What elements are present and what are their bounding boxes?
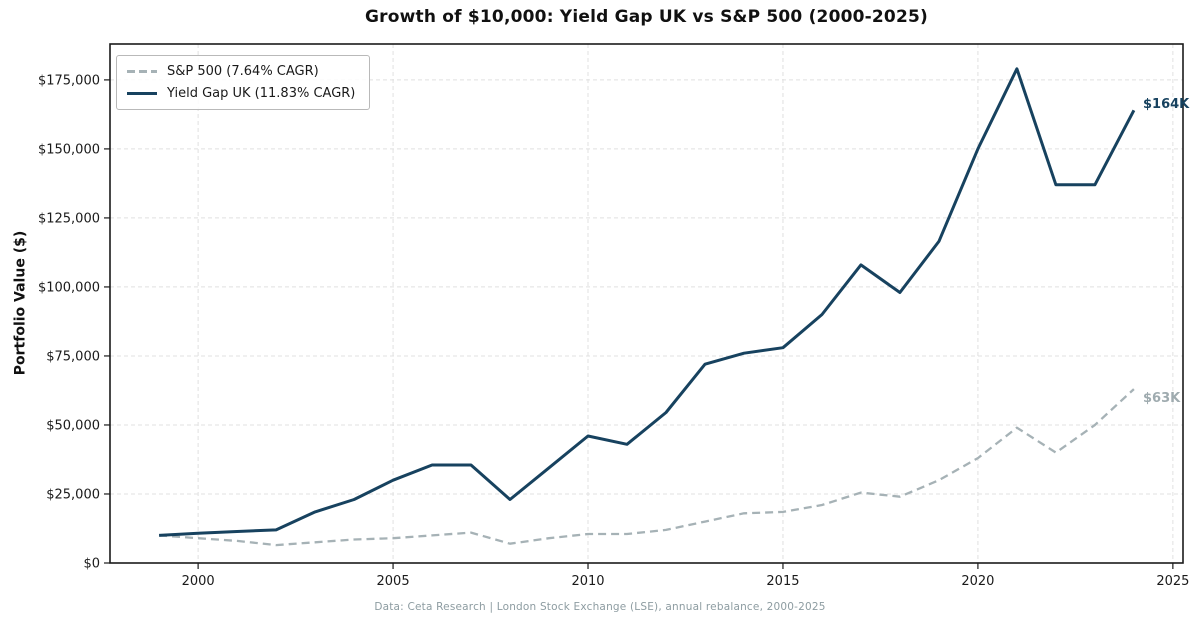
yieldgap-end-value-label: $164K [1143,97,1190,112]
sp500-dashed-line-icon [127,70,157,73]
y-tick-label: $175,000 [38,73,100,88]
yield_gap_uk-line [159,67,1136,537]
y-tick-label: $125,000 [38,211,100,226]
x-tick-label: 2015 [766,574,799,589]
y-tick-label: $75,000 [46,349,100,364]
yieldgap-solid-line-icon [127,92,157,95]
chart-title: Growth of $10,000: Yield Gap UK vs S&P 5… [365,7,928,27]
x-tick-label: 2025 [1156,574,1189,589]
legend-label-yieldgap: Yield Gap UK (11.83% CAGR) [167,86,356,101]
legend-item-yieldgap: Yield Gap UK (11.83% CAGR) [127,86,355,101]
legend-label-sp500: S&P 500 (7.64% CAGR) [167,64,319,79]
x-tick-label: 2005 [377,574,410,589]
footer-note: Data: Ceta Research | London Stock Excha… [374,601,826,613]
legend: S&P 500 (7.64% CAGR) Yield Gap UK (11.83… [116,55,371,110]
legend-item-sp500: S&P 500 (7.64% CAGR) [127,64,355,79]
y-tick-label: $25,000 [46,487,100,502]
y-tick-label: $50,000 [46,418,100,433]
y-tick-label: $150,000 [38,142,100,157]
y-tick-label: $100,000 [38,280,100,295]
sp500-line [159,388,1135,547]
y-tick-label: $0 [83,557,100,572]
x-tick-label: 2000 [182,574,215,589]
sp500-end-value-label: $63K [1143,391,1181,406]
x-tick-label: 2010 [571,574,604,589]
plot-border [109,43,1184,564]
x-tick-label: 2020 [961,574,994,589]
